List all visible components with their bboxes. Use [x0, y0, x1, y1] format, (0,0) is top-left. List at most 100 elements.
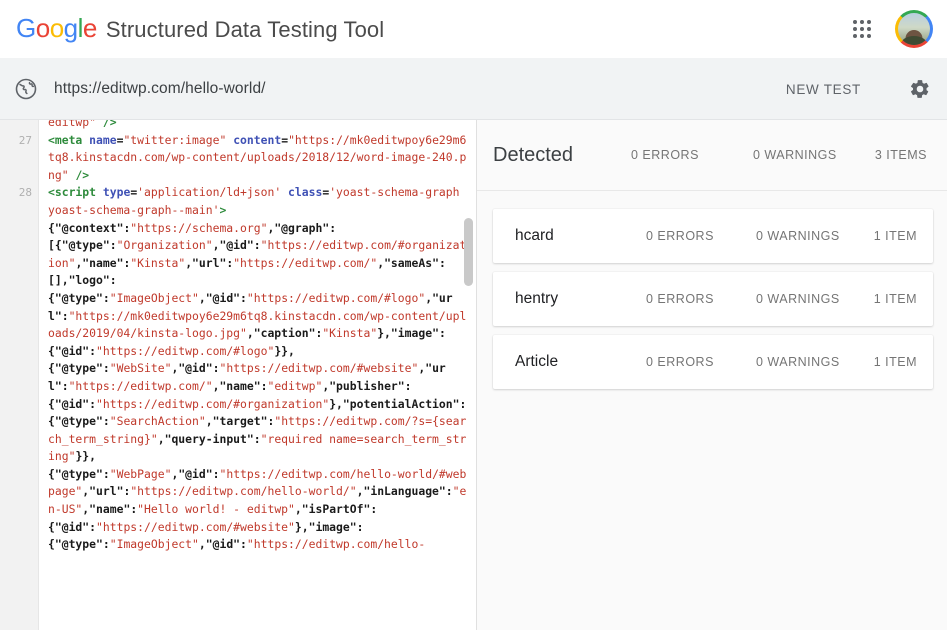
- code-token-punc: ,: [294, 502, 302, 517]
- code-token-punc: :: [61, 308, 69, 323]
- results-panel: Detected 0 ERRORS 0 WARNINGS 3 ITEMS hca…: [477, 120, 947, 630]
- code-token-key: "@id": [205, 537, 241, 552]
- code-token-punc: ,: [246, 326, 254, 341]
- code-token-punc: =: [116, 132, 124, 147]
- code-token-key: "name": [89, 502, 131, 517]
- code-token-punc: =: [322, 185, 330, 200]
- code-token-key: {"@id": [48, 343, 90, 358]
- code-token-val: 'yoast-schema-graph yoast-schema-graph--…: [48, 185, 467, 217]
- code-lines: editwp" /> 27 <meta name="twitter:image" c…: [0, 120, 476, 554]
- code-token-val: "ImageObject": [109, 537, 199, 552]
- code-token-punc: :: [212, 361, 220, 376]
- code-line: 28 <script type='application/ld+json' cla…: [0, 184, 476, 219]
- code-token-key: "potentialAction": [342, 396, 460, 411]
- new-test-button[interactable]: NEW TEST: [776, 74, 871, 105]
- code-token-punc: :: [240, 537, 247, 552]
- code-token-punc: }},: [274, 343, 295, 358]
- code-token-key: {"@id": [48, 396, 90, 411]
- code-token-key: "@id": [205, 290, 241, 305]
- logo-letter-e: e: [82, 13, 97, 43]
- code-token-key: {"@context": [48, 220, 124, 235]
- code-scrollbar-thumb[interactable]: [464, 218, 473, 286]
- code-token-tag: <meta: [48, 132, 90, 147]
- code-token-punc: ,: [157, 431, 165, 446]
- code-token-val: "https://editwp.com/#logo": [96, 343, 275, 358]
- detected-card-name: Article: [515, 353, 559, 370]
- code-token-punc: ,: [322, 378, 330, 393]
- code-viewer[interactable]: editwp" /> 27 <meta name="twitter:image" c…: [0, 120, 477, 630]
- code-token-key: {"@type": [48, 414, 103, 429]
- brand[interactable]: Google Structured Data Testing Tool: [16, 15, 384, 43]
- code-token-punc: :: [315, 326, 323, 341]
- detected-card[interactable]: hcard 0 ERRORS 0 WARNINGS 1 ITEM: [493, 209, 933, 263]
- detected-card-warnings: 0 WARNINGS: [756, 292, 840, 306]
- results-summary: 0 ERRORS 0 WARNINGS 3 ITEMS: [631, 148, 927, 162]
- code-token-punc: :: [404, 378, 412, 393]
- user-avatar[interactable]: [895, 10, 933, 48]
- detected-card-warnings: 0 WARNINGS: [756, 229, 840, 243]
- detected-card-metrics: 0 ERRORS 0 WARNINGS 1 ITEM: [646, 292, 917, 306]
- code-token-key: "url": [192, 255, 227, 270]
- code-token-attr: class: [288, 185, 323, 200]
- detected-card-errors: 0 ERRORS: [646, 229, 714, 243]
- code-line-number: 28: [18, 186, 32, 200]
- code-token-plain: [96, 120, 103, 129]
- code-token-key: "@id": [219, 238, 254, 253]
- detected-card-name: hcard: [515, 227, 554, 244]
- url-input[interactable]: https://editwp.com/hello-world/: [54, 80, 266, 97]
- code-token-punc: :: [459, 396, 467, 411]
- code-token-key: "image": [308, 519, 357, 534]
- summary-warnings: 0 WARNINGS: [753, 148, 837, 162]
- code-token-key: "url": [48, 290, 453, 323]
- logo-letter-l: l: [77, 13, 84, 43]
- code-token-punc: },: [377, 326, 391, 341]
- detected-card[interactable]: hentry 0 ERRORS 0 WARNINGS 1 ITEM: [493, 272, 933, 326]
- detected-card-name: hentry: [515, 290, 559, 307]
- code-token-punc: :: [123, 255, 131, 270]
- logo-letter-o1: o: [35, 13, 50, 43]
- code-token-key: "logo": [68, 273, 110, 288]
- gear-icon[interactable]: [909, 78, 931, 100]
- code-token-key: "url": [48, 361, 446, 393]
- code-token-key: {"@type": [48, 361, 103, 376]
- code-token-val: "https://editwp.com/hello-world/": [130, 484, 357, 499]
- code-line: editwp" />: [0, 120, 476, 132]
- detected-card-items: 1 ITEM: [873, 355, 917, 369]
- detected-card[interactable]: Article 0 ERRORS 0 WARNINGS 1 ITEM: [493, 335, 933, 389]
- summary-errors: 0 ERRORS: [631, 148, 699, 162]
- code-token-key: "publisher": [329, 378, 405, 393]
- code-line-number: 27: [18, 133, 32, 147]
- code-token-tag: />: [75, 167, 90, 182]
- apps-grid-icon[interactable]: [851, 18, 873, 40]
- detected-card-metrics: 0 ERRORS 0 WARNINGS 1 ITEM: [646, 355, 917, 369]
- code-line: [{"@type":"Organization","@id":"https://…: [0, 237, 476, 290]
- logo-letter-o2: o: [49, 13, 64, 43]
- code-token-val: "editwp": [267, 378, 323, 393]
- line-number-gutter: [0, 120, 39, 630]
- logo-letter-g1: G: [16, 13, 36, 43]
- code-token-punc: =: [281, 132, 289, 147]
- code-token-punc: ,: [171, 361, 179, 376]
- avatar-image: [898, 13, 930, 45]
- code-token-val: 'application/ld+json': [137, 185, 282, 200]
- code-token-punc: :: [89, 343, 97, 358]
- code-token-punc: :[],: [48, 255, 446, 288]
- code-token-val: "required name=search_term_string": [48, 431, 467, 464]
- detected-card-metrics: 0 ERRORS 0 WARNINGS 1 ITEM: [646, 229, 917, 243]
- code-token-val: "ImageObject": [109, 290, 199, 305]
- code-token-punc: :: [109, 238, 117, 253]
- code-token-val: "https://schema.org": [130, 220, 268, 235]
- code-token-val: "WebSite": [109, 361, 172, 376]
- detected-cards-list: hcard 0 ERRORS 0 WARNINGS 1 ITEM hentry 0 ERR…: [477, 191, 947, 389]
- code-token-punc: :: [102, 537, 110, 552]
- code-token-val: "twitter:image": [123, 132, 227, 147]
- code-token-val: "https://editwp.com/#website": [219, 361, 419, 376]
- code-token-punc: :: [267, 414, 275, 429]
- code-token-key: "name": [82, 255, 124, 270]
- code-token-key: {"@type": [48, 466, 103, 481]
- code-token-punc: :: [226, 255, 234, 270]
- code-token-punc: ,: [205, 414, 213, 429]
- code-token-val: "en-US": [48, 484, 467, 517]
- code-token-key: "name": [219, 378, 261, 393]
- detected-card-errors: 0 ERRORS: [646, 355, 714, 369]
